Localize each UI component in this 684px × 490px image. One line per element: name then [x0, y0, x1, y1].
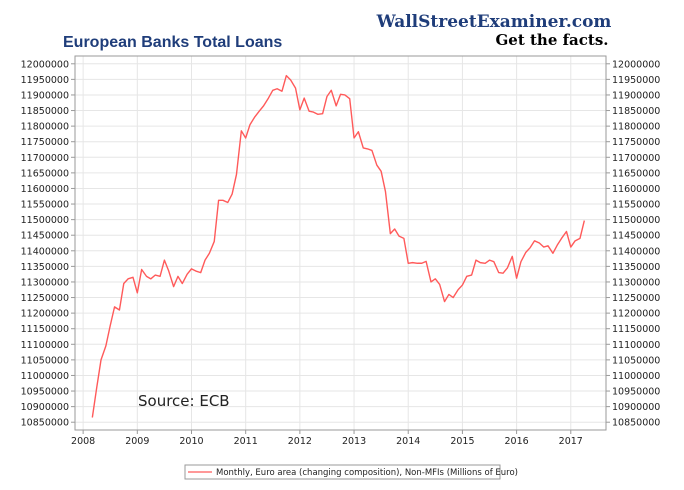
y-tick-label-left: 11900000: [21, 90, 69, 101]
plot-frame: [74, 55, 607, 431]
y-tick-label-right: 11250000: [612, 293, 660, 304]
y-tick-label-right: 11800000: [612, 122, 660, 133]
y-tick-label-left: 11100000: [21, 340, 69, 351]
y-tick-label-left: 11700000: [21, 153, 69, 164]
y-tick-label-right: 11150000: [612, 324, 660, 335]
x-tick-label: 2016: [505, 436, 529, 447]
y-tick-label-right: 11400000: [612, 246, 660, 257]
x-tick-label: 2010: [179, 436, 203, 447]
x-tick-label: 2012: [288, 436, 312, 447]
brand-tagline: Get the facts.: [495, 31, 608, 49]
grid: [75, 56, 606, 430]
y-tick-label-left: 10900000: [21, 402, 69, 413]
y-tick-label-left: 10850000: [21, 418, 69, 429]
y-tick-label-left: 11400000: [21, 246, 69, 257]
y-tick-label-left: 11350000: [21, 262, 69, 273]
y-tick-label-left: 11800000: [21, 122, 69, 133]
y-tick-label-right: 11600000: [612, 184, 660, 195]
y-tick-label-right: 11950000: [612, 75, 660, 86]
series-line-0: [91, 74, 586, 418]
y-tick-label-left: 11650000: [21, 168, 69, 179]
y-tick-label-left: 11200000: [21, 309, 69, 320]
y-tick-label-right: 10900000: [612, 402, 660, 413]
y-tick-label-left: 11950000: [21, 75, 69, 86]
y-tick-label-right: 10850000: [612, 418, 660, 429]
y-tick-label-right: 10950000: [612, 387, 660, 398]
y-tick-label-right: 11850000: [612, 106, 660, 117]
y-tick-label-right: 11650000: [612, 168, 660, 179]
y-tick-label-left: 11550000: [21, 200, 69, 211]
x-tick-label: 2015: [450, 436, 474, 447]
y-tick-label-right: 11300000: [612, 277, 660, 288]
y-tick-label-right: 11000000: [612, 371, 660, 382]
y-tick-label-left: 11050000: [21, 355, 69, 366]
y-tick-label-right: 11100000: [612, 340, 660, 351]
y-tick-label-right: 11350000: [612, 262, 660, 273]
x-tick-label: 2009: [125, 436, 149, 447]
y-tick-label-left: 12000000: [21, 59, 69, 70]
y-axis-right: 10850000 10900000 10950000 11000000 11050000…: [606, 59, 660, 429]
x-axis: 2008 2009 2010 2011 2012 2013 2014 2015 2016 2017: [71, 430, 583, 447]
y-tick-label-right: 11700000: [612, 153, 660, 164]
source-annotation: Source: ECB: [138, 392, 230, 410]
y-tick-label-right: 11050000: [612, 355, 660, 366]
y-tick-label-left: 11300000: [21, 277, 69, 288]
x-tick-label: 2008: [71, 436, 95, 447]
y-tick-label-left: 11150000: [21, 324, 69, 335]
x-tick-label: 2014: [396, 436, 420, 447]
y-tick-label-right: 11450000: [612, 231, 660, 242]
y-tick-label-left: 10950000: [21, 387, 69, 398]
legend: Monthly, Euro area (changing composition…: [184, 464, 518, 480]
x-tick-label: 2011: [234, 436, 258, 447]
legend-box: [184, 464, 501, 480]
y-axis-left: 10850000 10900000 10950000 11000000 11050000…: [21, 59, 75, 429]
y-tick-label-right: 11550000: [612, 200, 660, 211]
y-tick-label-right: 11500000: [612, 215, 660, 226]
y-tick-label-left: 11000000: [21, 371, 69, 382]
y-tick-label-right: 11200000: [612, 309, 660, 320]
chart-title: European Banks Total Loans: [63, 34, 282, 51]
y-tick-label-left: 11500000: [21, 215, 69, 226]
y-tick-label-right: 11750000: [612, 137, 660, 148]
x-tick-label: 2013: [342, 436, 366, 447]
y-tick-label-left: 11750000: [21, 137, 69, 148]
y-tick-label-right: 11900000: [612, 90, 660, 101]
y-tick-label-left: 11450000: [21, 231, 69, 242]
legend-label: Monthly, Euro area (changing composition…: [216, 468, 518, 478]
y-tick-label-left: 11600000: [21, 184, 69, 195]
y-tick-label-right: 12000000: [612, 59, 660, 70]
x-tick-label: 2017: [559, 436, 583, 447]
y-tick-label-left: 11850000: [21, 106, 69, 117]
brand-name: WallStreetExaminer.com: [376, 12, 612, 32]
series-layer: [91, 74, 586, 418]
y-tick-label-left: 11250000: [21, 293, 69, 304]
